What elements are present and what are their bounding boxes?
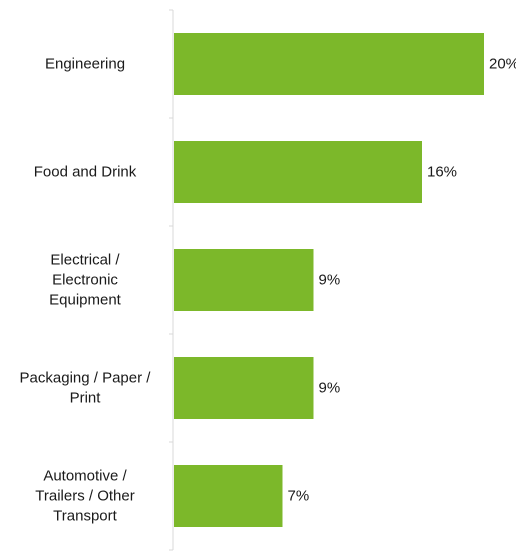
category-label-3: Packaging / Paper / Print [20, 370, 152, 407]
category-label-line: Food and Drink [34, 164, 137, 181]
category-label-line: Electrical / [50, 252, 120, 269]
category-label-line: Electronic [52, 272, 118, 289]
bar-3 [174, 357, 314, 419]
bar-0 [174, 33, 484, 95]
value-label-2: 9% [319, 272, 341, 289]
category-label-line: Engineering [45, 56, 125, 73]
value-label-3: 9% [319, 380, 341, 397]
bar-1 [174, 141, 422, 203]
category-label-2: Electrical / Electronic Equipment [49, 252, 122, 309]
category-label-line: Packaging / Paper / [20, 370, 152, 387]
category-label-line: Equipment [49, 292, 122, 309]
category-label-1: Food and Drink [34, 164, 137, 181]
bar-2 [174, 249, 314, 311]
category-label-line: Automotive / [43, 468, 127, 485]
category-label-line: Trailers / Other [35, 488, 134, 505]
category-label-line: Transport [53, 508, 117, 525]
bar-4 [174, 465, 283, 527]
category-label-line: Print [70, 390, 102, 407]
value-label-0: 20% [489, 56, 516, 73]
bars [174, 33, 484, 527]
value-label-4: 7% [288, 488, 310, 505]
value-label-1: 16% [427, 164, 457, 181]
category-label-4: Automotive / Trailers / Other Transport [35, 468, 134, 525]
labels: 20% Engineering 16% Food and Drink 9% Electri… [20, 56, 516, 525]
category-label-0: Engineering [45, 56, 125, 73]
category-axis [169, 9, 174, 551]
